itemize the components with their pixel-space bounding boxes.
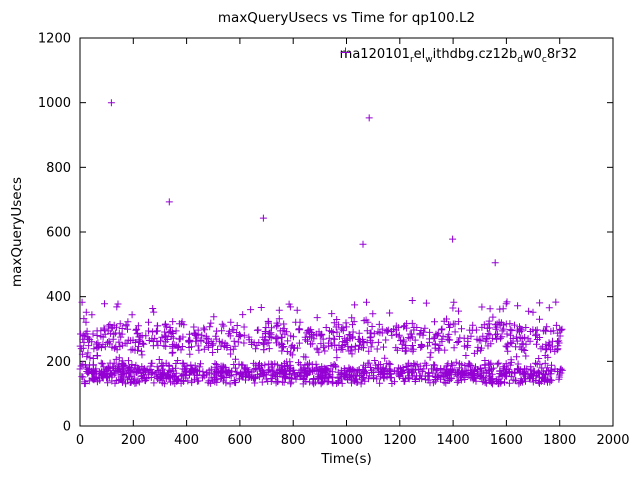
- y-tick-label: 400: [46, 290, 71, 305]
- x-tick-label: 1200: [383, 433, 416, 448]
- legend: ma120101relwithdbg.cz12bdw0c8r32: [339, 47, 577, 65]
- y-tick-label: 1000: [38, 96, 71, 111]
- y-tick-label: 600: [46, 226, 71, 241]
- y-tick-label: 200: [46, 355, 71, 370]
- x-tick-label: 1800: [543, 433, 576, 448]
- x-tick-label: 200: [121, 433, 146, 448]
- data-points: [76, 99, 566, 388]
- x-tick-label: 1600: [490, 433, 523, 448]
- x-tick-label: 2000: [596, 433, 629, 448]
- plus-marker-icon: [340, 47, 351, 58]
- y-tick-label: 0: [63, 420, 71, 435]
- x-tick-label: 0: [76, 433, 84, 448]
- chart-title: maxQueryUsecs vs Time for qp100.L2: [217, 10, 476, 26]
- x-tick-label: 600: [227, 433, 252, 448]
- y-tick-label: 800: [46, 161, 71, 176]
- x-tick-label: 1000: [330, 433, 363, 448]
- legend-series-label: ma120101relwithdbg.cz12bdw0c8r32: [339, 47, 577, 65]
- x-axis-label: Time(s): [321, 451, 372, 467]
- y-tick-label: 1200: [38, 32, 71, 47]
- x-tick-label: 1400: [437, 433, 470, 448]
- x-tick-label: 800: [281, 433, 306, 448]
- x-tick-label: 400: [174, 433, 199, 448]
